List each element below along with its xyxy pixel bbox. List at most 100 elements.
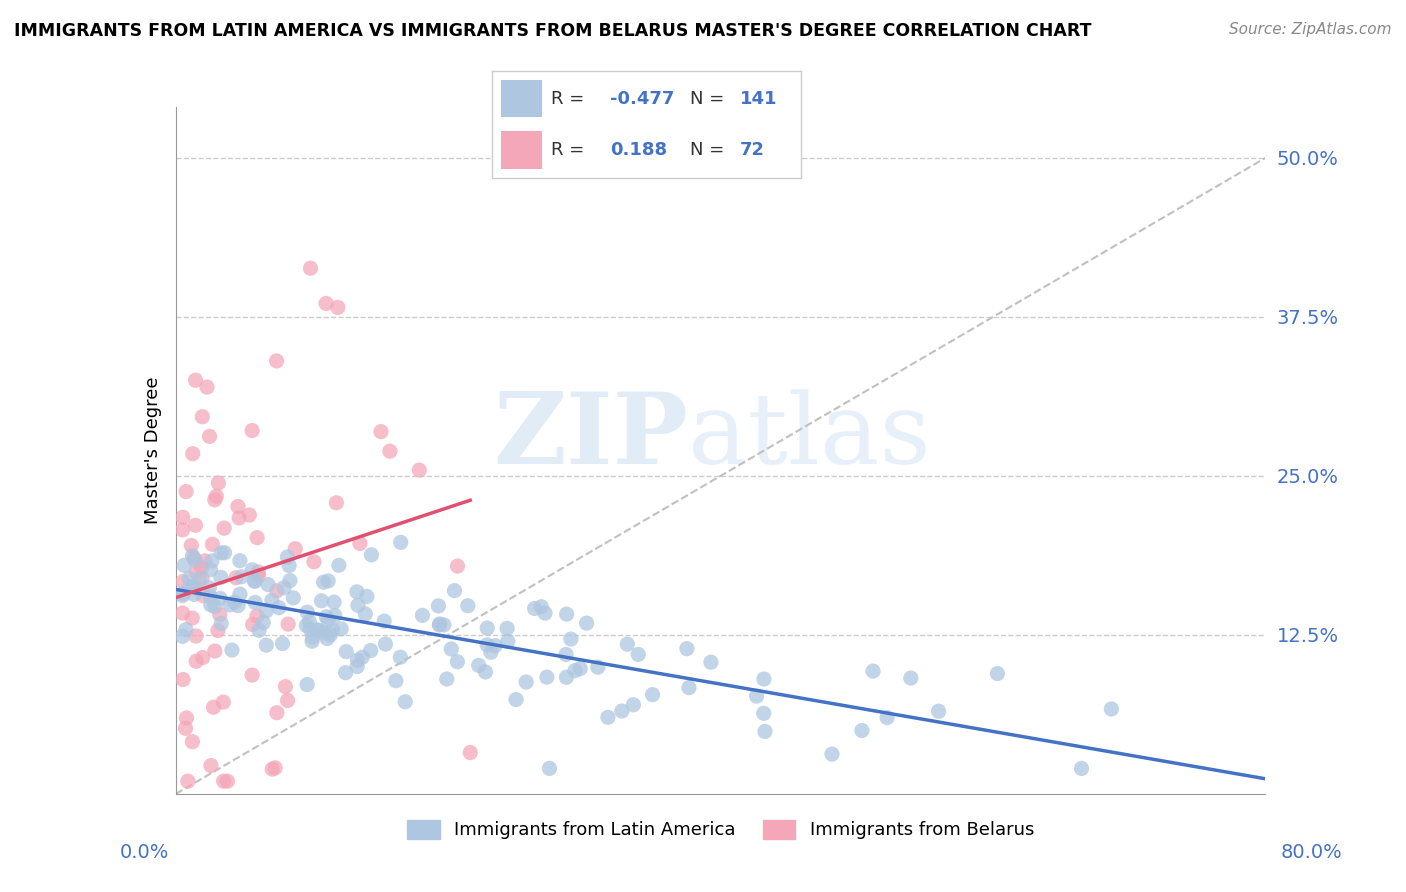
Point	[479, 645, 502, 659]
Point	[474, 665, 496, 679]
Point	[443, 583, 465, 598]
Point	[276, 549, 298, 564]
Point	[204, 492, 226, 507]
Point	[299, 623, 322, 637]
Text: 0.0%: 0.0%	[120, 843, 169, 862]
Point	[283, 591, 305, 605]
Point	[360, 548, 382, 562]
Legend: Immigrants from Latin America, Immigrants from Belarus: Immigrants from Latin America, Immigrant…	[399, 813, 1042, 847]
Point	[484, 639, 506, 653]
Point	[252, 615, 274, 630]
Point	[172, 510, 194, 524]
Point	[385, 673, 408, 688]
Point	[209, 546, 232, 560]
Point	[316, 632, 339, 646]
Point	[243, 595, 266, 609]
Point	[433, 617, 456, 632]
Point	[240, 668, 263, 682]
Text: 72: 72	[740, 141, 765, 159]
Point	[231, 570, 253, 584]
FancyBboxPatch shape	[502, 80, 541, 118]
Point	[523, 601, 546, 615]
Point	[319, 628, 342, 642]
Point	[191, 650, 214, 665]
Point	[308, 624, 330, 638]
Point	[184, 629, 207, 643]
Point	[200, 590, 222, 604]
Point	[266, 583, 288, 598]
Point	[429, 617, 451, 632]
Point	[301, 630, 323, 644]
Point	[467, 658, 489, 673]
Point	[676, 641, 699, 656]
Point	[458, 746, 481, 760]
Point	[378, 444, 401, 458]
Point	[225, 571, 247, 585]
Point	[752, 706, 775, 721]
Point	[354, 607, 377, 621]
Text: R =: R =	[551, 90, 591, 108]
Point	[335, 645, 357, 659]
Point	[346, 659, 368, 673]
Point	[446, 559, 468, 574]
Point	[534, 606, 557, 620]
Point	[184, 553, 207, 567]
Point	[277, 617, 299, 632]
Point	[311, 594, 333, 608]
Point	[299, 261, 322, 276]
Point	[610, 704, 633, 718]
Point	[209, 570, 232, 584]
Text: R =: R =	[551, 141, 591, 159]
Point	[184, 581, 207, 595]
Point	[596, 710, 619, 724]
Point	[208, 607, 231, 622]
Point	[326, 301, 349, 315]
Point	[194, 554, 217, 568]
Point	[346, 584, 368, 599]
Point	[284, 541, 307, 556]
Point	[475, 638, 498, 652]
Point	[900, 671, 922, 685]
Point	[515, 675, 537, 690]
Point	[328, 558, 350, 573]
Point	[496, 634, 519, 648]
Point	[295, 618, 318, 632]
Point	[191, 409, 214, 424]
Point	[184, 565, 207, 579]
Point	[312, 575, 335, 590]
Point	[457, 599, 479, 613]
Point	[389, 535, 412, 549]
Point	[266, 706, 288, 720]
Point	[172, 629, 194, 643]
Point	[316, 574, 339, 588]
Point	[616, 637, 638, 651]
Point	[530, 599, 553, 614]
Point	[754, 724, 776, 739]
Point	[260, 593, 283, 607]
Point	[221, 643, 243, 657]
Point	[349, 536, 371, 550]
Point	[323, 608, 346, 623]
Text: atlas: atlas	[688, 389, 931, 484]
Point	[347, 599, 370, 613]
Point	[181, 447, 204, 461]
Point	[238, 508, 260, 522]
Point	[243, 574, 266, 588]
Point	[242, 617, 264, 632]
Point	[641, 688, 664, 702]
Point	[298, 615, 321, 629]
Point	[266, 354, 288, 368]
Point	[986, 666, 1008, 681]
Point	[201, 537, 224, 551]
Point	[180, 539, 202, 553]
Point	[247, 565, 270, 579]
Point	[352, 650, 374, 665]
Point	[240, 424, 263, 438]
Point	[427, 618, 450, 632]
Point	[315, 610, 337, 624]
Point	[316, 614, 339, 628]
Point	[174, 623, 197, 637]
Point	[569, 661, 592, 675]
Point	[212, 521, 235, 535]
Point	[411, 608, 433, 623]
